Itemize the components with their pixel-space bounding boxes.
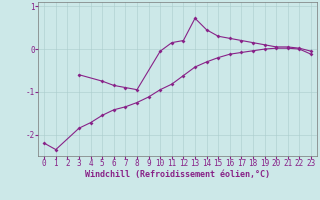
X-axis label: Windchill (Refroidissement éolien,°C): Windchill (Refroidissement éolien,°C) xyxy=(85,170,270,179)
